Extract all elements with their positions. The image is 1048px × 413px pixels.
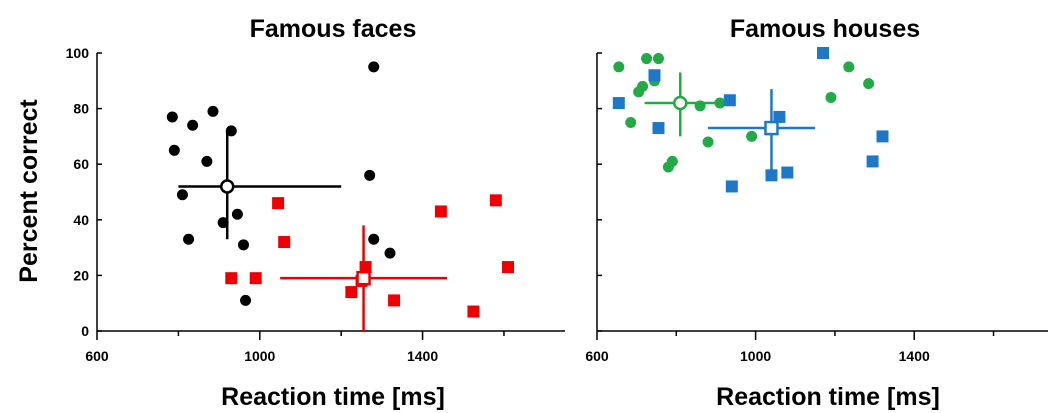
x-tick-label: 1000	[740, 348, 771, 364]
data-point	[434, 205, 447, 218]
data-point	[843, 61, 855, 73]
mean-marker	[356, 270, 371, 286]
x-tick-label: 600	[85, 348, 109, 364]
data-point	[187, 119, 199, 131]
data-point	[781, 166, 794, 179]
data-point	[388, 294, 401, 307]
data-point	[272, 197, 285, 210]
data-point	[613, 61, 625, 73]
data-point	[240, 294, 252, 306]
x-axis-label: Reaction time [ms]	[221, 383, 445, 411]
data-point	[746, 130, 758, 142]
data-point	[166, 111, 178, 123]
data-point	[364, 169, 376, 181]
x-tick-label: 1000	[244, 348, 275, 364]
data-point	[866, 155, 879, 168]
y-tick-label: 20	[73, 267, 89, 283]
x-tick-label: 1400	[407, 348, 438, 364]
data-point	[207, 105, 219, 117]
data-point	[825, 91, 837, 103]
data-point	[345, 286, 358, 299]
y-tick-label: 100	[66, 45, 90, 61]
y-tick-label: 80	[73, 101, 89, 117]
data-point	[725, 180, 738, 193]
x-tick-label: 600	[585, 348, 609, 364]
data-point	[231, 208, 243, 220]
mean-marker	[673, 95, 688, 111]
y-axis-label: Percent correct	[15, 99, 43, 283]
data-point	[368, 233, 380, 245]
data-point	[723, 94, 736, 107]
y-tick-label: 40	[73, 212, 89, 228]
data-point	[863, 78, 875, 90]
data-point	[612, 97, 625, 110]
data-point	[238, 239, 250, 251]
data-point	[201, 155, 213, 167]
mean-marker	[764, 120, 779, 136]
data-point	[817, 47, 830, 59]
data-point	[702, 136, 714, 148]
data-point	[384, 247, 396, 259]
data-point	[652, 122, 665, 135]
data-point	[278, 236, 291, 249]
data-point	[467, 305, 480, 318]
data-point	[168, 144, 180, 156]
data-point	[249, 272, 262, 285]
data-point	[625, 117, 637, 128]
data-point	[666, 155, 678, 167]
y-tick-label: 0	[81, 323, 89, 339]
data-point	[489, 194, 502, 207]
panel-famous-houses: Famous houses Reaction time [ms] 600 1000…	[585, 15, 1048, 411]
y-tick-label: 60	[73, 156, 89, 172]
chart-title: Famous faces	[250, 15, 417, 43]
data-point	[648, 69, 661, 82]
data-point	[876, 130, 889, 143]
data-point	[652, 53, 664, 65]
data-point	[641, 53, 653, 65]
data-point	[773, 110, 786, 123]
data-point	[176, 189, 188, 201]
chart-title: Famous houses	[730, 15, 920, 43]
data-point	[217, 217, 229, 229]
x-axis-label: Reaction time [ms]	[716, 383, 940, 411]
data-point	[637, 80, 649, 92]
x-tick-label: 1400	[899, 348, 930, 364]
data-point	[368, 61, 380, 73]
data-point	[225, 272, 238, 285]
data-point	[225, 125, 237, 137]
data-point	[502, 261, 515, 274]
data-point	[183, 233, 195, 245]
mean-marker	[219, 179, 235, 194]
panel-famous-faces: Famous faces Reaction time [ms] Percent …	[15, 15, 565, 411]
